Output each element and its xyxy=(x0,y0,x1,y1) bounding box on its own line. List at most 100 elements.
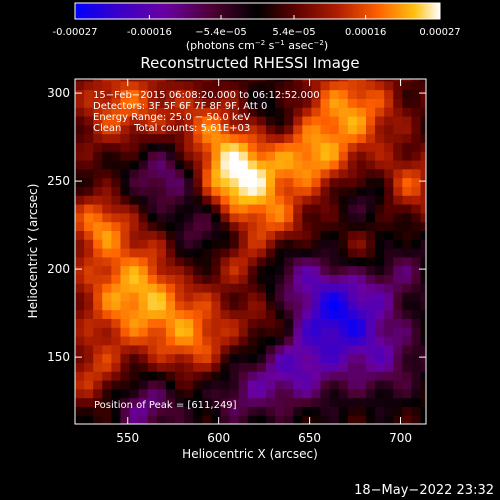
heatmap-cell xyxy=(129,115,140,126)
heatmap-cell xyxy=(120,274,131,284)
heatmap-cell xyxy=(420,195,426,205)
heatmap-cell xyxy=(129,265,140,275)
heatmap-cell xyxy=(320,247,331,258)
heatmap-cell xyxy=(329,379,340,390)
heatmap-cell xyxy=(220,415,231,424)
heatmap-cell xyxy=(384,397,394,407)
heatmap-cell xyxy=(356,133,367,143)
heatmap-cell xyxy=(302,362,313,372)
heatmap-cell xyxy=(338,379,349,390)
heatmap-cell xyxy=(302,265,313,275)
heatmap-cell xyxy=(256,247,267,258)
heatmap-cell xyxy=(256,221,267,231)
heatmap-cell xyxy=(247,195,258,205)
heatmap-cell xyxy=(229,274,240,284)
heatmap-cell xyxy=(84,239,94,249)
heatmap-cell xyxy=(175,124,185,135)
heatmap-cell xyxy=(393,327,403,337)
heatmap-cell xyxy=(120,335,131,346)
heatmap-cell xyxy=(384,265,394,275)
heatmap-cell xyxy=(102,177,112,187)
heatmap-cell xyxy=(311,221,322,231)
heatmap-cell xyxy=(202,80,212,91)
heatmap-cell xyxy=(411,371,422,381)
heatmap-cell xyxy=(84,371,94,381)
heatmap-cell xyxy=(120,291,131,302)
heatmap-cell xyxy=(229,265,240,275)
heatmap-cell xyxy=(275,335,285,346)
heatmap-cell xyxy=(120,230,131,240)
heatmap-cell xyxy=(275,300,285,311)
heatmap-cell xyxy=(220,379,231,390)
heatmap-cell xyxy=(402,124,413,135)
heatmap-cell xyxy=(393,335,403,346)
heatmap-cell xyxy=(275,256,285,267)
heatmap-cell xyxy=(102,80,112,91)
heatmap-cell xyxy=(193,371,203,381)
heatmap-cell xyxy=(111,151,122,161)
heatmap-cell xyxy=(384,362,394,372)
heatmap-cell xyxy=(111,203,122,214)
heatmap-cell xyxy=(284,256,294,267)
heatmap-cell xyxy=(293,195,303,205)
heatmap-cell xyxy=(138,142,149,152)
heatmap-cell xyxy=(393,203,403,214)
heatmap-cell xyxy=(238,335,249,346)
heatmap-cell xyxy=(111,397,122,407)
heatmap-cell xyxy=(311,291,322,302)
heatmap-cell xyxy=(138,406,149,416)
heatmap-cell xyxy=(347,415,358,424)
heatmap-cell xyxy=(202,371,212,381)
heatmap-cell xyxy=(75,89,85,99)
heatmap-cell xyxy=(229,327,240,337)
heatmap-cell xyxy=(365,151,376,161)
heatmap-cell xyxy=(202,318,212,328)
heatmap-cell xyxy=(411,274,422,284)
heatmap-cell xyxy=(393,265,403,275)
heatmap-cell xyxy=(275,397,285,407)
heatmap-cell xyxy=(111,98,122,108)
heatmap-cell xyxy=(402,168,413,179)
heatmap-cell xyxy=(75,309,85,319)
heatmap-cell xyxy=(311,177,322,187)
heatmap-cell xyxy=(184,186,194,196)
heatmap-cell xyxy=(238,221,249,231)
heatmap-cell xyxy=(156,265,167,275)
heatmap-cell xyxy=(220,80,231,91)
heatmap-cell xyxy=(111,79,122,82)
heatmap-cell xyxy=(265,239,276,249)
heatmap-cell xyxy=(302,371,313,381)
heatmap-cell xyxy=(102,124,112,135)
heatmap-cell xyxy=(393,379,403,390)
heatmap-cell xyxy=(129,186,140,196)
heatmap-cell xyxy=(402,107,413,117)
heatmap-cell xyxy=(220,274,231,284)
heatmap-cell xyxy=(129,168,140,179)
heatmap-cell xyxy=(165,371,176,381)
heatmap-cell xyxy=(338,159,349,170)
heatmap-cell xyxy=(220,203,231,214)
heatmap-cell xyxy=(175,362,185,372)
heatmap-cell xyxy=(238,133,249,143)
heatmap-cell xyxy=(211,142,222,152)
heatmap-cell xyxy=(111,371,122,381)
heatmap-cell xyxy=(375,256,385,267)
heatmap-cell xyxy=(220,159,231,170)
heatmap-cell xyxy=(293,247,303,258)
heatmap-cell xyxy=(402,98,413,108)
heatmap-cell xyxy=(402,159,413,170)
heatmap-cell xyxy=(238,406,249,416)
heatmap-cell xyxy=(165,291,176,302)
heatmap-cell xyxy=(211,362,222,372)
y-axis-label: Heliocentric Y (arcsec) xyxy=(26,184,40,319)
heatmap-cell xyxy=(193,274,203,284)
heatmap-cell xyxy=(202,98,212,108)
heatmap-cell xyxy=(84,142,94,152)
heatmap-cell xyxy=(293,203,303,214)
heatmap-cell xyxy=(275,353,285,363)
heatmap-cell xyxy=(229,212,240,223)
heatmap-cell xyxy=(175,212,185,223)
heatmap-cell xyxy=(175,80,185,91)
heatmap-cell xyxy=(175,177,185,187)
heatmap-cell xyxy=(311,371,322,381)
